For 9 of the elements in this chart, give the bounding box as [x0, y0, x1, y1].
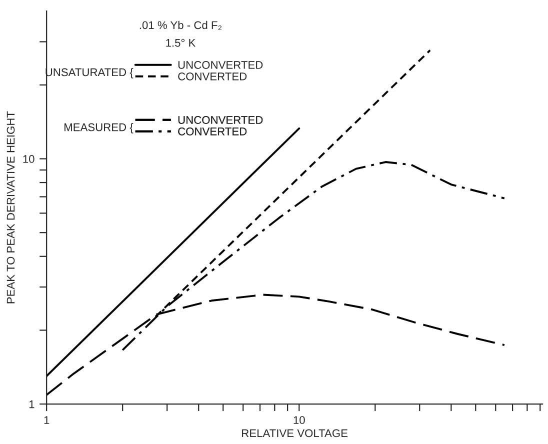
legend-label: UNCONVERTED — [178, 116, 263, 124]
text: 1.5° K — [166, 38, 196, 47]
x-axis-title: RELATIVE VOLTAGE — [242, 429, 348, 438]
legend-label: CONVERTED — [178, 72, 247, 80]
annotation: MEASURED { — [64, 123, 134, 134]
y-axis-title: PEAK TO PEAK DERIVATIVE HEIGHT — [6, 111, 15, 304]
legend-label: CONVERTED — [178, 128, 247, 136]
legend-label: UNCONVERTED — [178, 61, 263, 69]
text: .01 % Yb - Cd F₂ — [140, 20, 222, 30]
